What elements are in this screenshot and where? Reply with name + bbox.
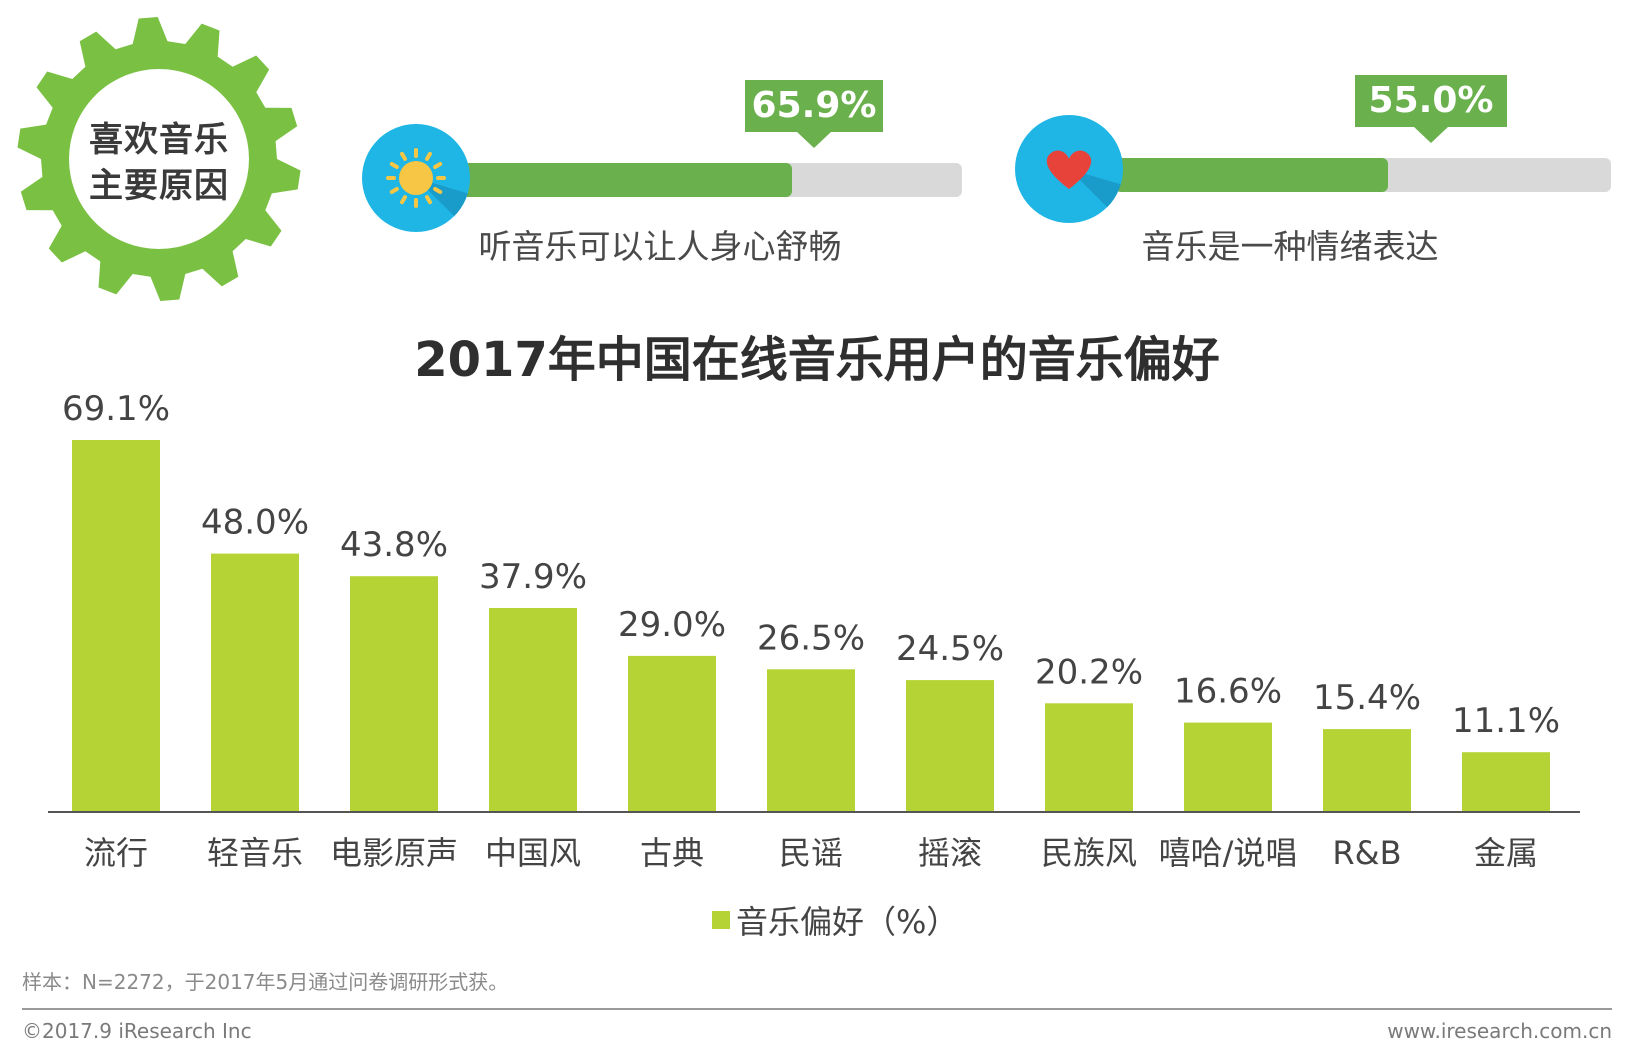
sun-icon [362,124,470,232]
category-label: 民谣 [779,834,843,872]
bar-value-label: 15.4% [1313,678,1421,718]
bar-value-label: 20.2% [1035,652,1143,692]
bar-value-label: 69.1% [62,389,170,429]
bar-value-label: 16.6% [1174,672,1282,712]
footer-divider [22,1008,1612,1010]
bar-value-label: 43.8% [340,525,448,565]
bar-7 [906,680,994,812]
bar-value-label: 24.5% [896,629,1004,669]
bar-10 [1323,729,1411,812]
chart-title: 2017年中国在线音乐用户的音乐偏好 [414,332,1220,388]
reason-bar-track [462,163,962,197]
copyright-text: ©2017.9 iResearch Inc [22,1019,252,1043]
category-label: 金属 [1474,834,1538,872]
reason-bar-track [1115,158,1611,192]
heart-icon [1015,115,1123,223]
sample-note: 样本：N=2272，于2017年5月通过问卷调研形式获。 [22,970,509,994]
category-label: 嘻哈/说唱 [1159,834,1298,872]
bar-2 [211,553,299,812]
bar-3 [350,576,438,812]
reason-bar-fill [1115,158,1388,192]
category-label: 古典 [640,834,704,872]
bar-11 [1462,752,1550,812]
reason-percent-callout: 55.0% [1355,75,1507,143]
bar-8 [1045,703,1133,812]
chart-legend: 音乐偏好（%） [712,900,959,941]
badge-line-1: 喜欢音乐 [89,120,229,160]
category-label: 中国风 [485,834,581,872]
bar-5 [628,655,716,812]
bar-6 [767,669,855,812]
website-link: www.iresearch.com.cn [1387,1019,1612,1043]
reason-percent-callout: 65.9% [745,80,883,148]
category-label: 摇滚 [918,834,982,872]
reason-label: 听音乐可以让人身心舒畅 [478,227,842,266]
legend-label: 音乐偏好（%） [736,903,959,941]
legend-swatch [712,911,730,929]
category-label: 轻音乐 [207,834,303,872]
bar-1 [72,440,160,812]
bar-4 [489,608,577,812]
category-label: 流行 [84,834,148,872]
reason-label: 音乐是一种情绪表达 [1141,227,1439,266]
bar-value-label: 29.0% [618,605,726,645]
category-label: 电影原声 [330,834,458,872]
bar-9 [1184,722,1272,812]
bar-value-label: 11.1% [1452,701,1560,741]
badge-line-2: 主要原因 [89,166,229,206]
bar-value-label: 37.9% [479,557,587,597]
reason-bar-fill [462,163,792,197]
category-label: R&B [1332,834,1401,872]
bar-value-label: 26.5% [757,618,865,658]
category-label: 民族风 [1041,834,1137,872]
bar-value-label: 48.0% [201,503,309,543]
gear-icon [17,17,301,301]
